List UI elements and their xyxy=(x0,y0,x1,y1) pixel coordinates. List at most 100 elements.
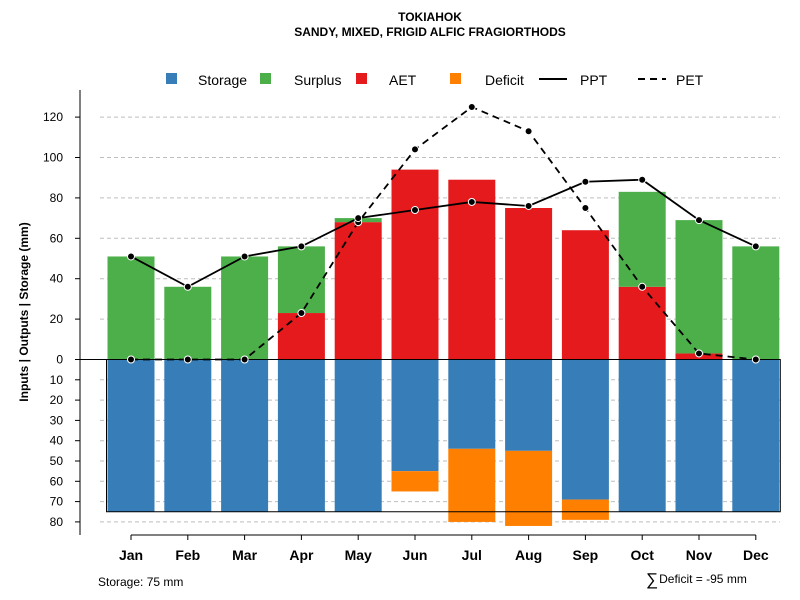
storage-bar xyxy=(107,359,155,512)
x-tick-label: Jul xyxy=(462,547,482,563)
y-tick-label-upper: 80 xyxy=(50,191,64,205)
y-tick-label-upper: 20 xyxy=(50,312,64,326)
aet-bar xyxy=(391,169,439,360)
deficit-bar xyxy=(391,471,439,492)
y-tick-label-lower: 60 xyxy=(50,474,64,488)
y-tick-label-lower: 40 xyxy=(50,434,64,448)
deficit-bar xyxy=(561,499,609,520)
x-tick-label: May xyxy=(345,547,372,563)
y-tick-label-lower: 50 xyxy=(50,454,64,468)
y-tick-label-upper: 40 xyxy=(50,272,64,286)
pet-point xyxy=(183,355,192,364)
pet-point xyxy=(751,355,760,364)
storage-bar xyxy=(448,359,496,449)
x-tick-label: Feb xyxy=(175,547,200,563)
y-tick-label-upper: 60 xyxy=(50,231,64,245)
legend-label: Deficit xyxy=(485,72,524,88)
pet-point xyxy=(581,204,590,212)
x-tick-label: Jan xyxy=(119,547,143,563)
aet-bar xyxy=(561,230,609,360)
ppt-point xyxy=(297,242,306,251)
surplus-bar xyxy=(107,256,155,360)
ppt-point xyxy=(581,177,590,186)
pet-point xyxy=(638,282,647,291)
legend-label: PET xyxy=(676,72,704,88)
surplus-bar xyxy=(277,246,325,314)
x-tick-label: Apr xyxy=(289,547,314,563)
legend-swatch xyxy=(166,73,177,84)
storage-bar xyxy=(618,359,666,512)
pet-point xyxy=(127,355,135,364)
pet-point xyxy=(695,349,703,358)
x-tick-label: Aug xyxy=(515,547,542,563)
storage-bar xyxy=(221,359,269,512)
y-tick-label-lower: 70 xyxy=(50,495,64,509)
storage-bar xyxy=(732,359,780,512)
aet-bar xyxy=(618,286,666,360)
y-tick-label-lower: 80 xyxy=(50,515,64,529)
ppt-point xyxy=(183,282,192,291)
ppt-point xyxy=(127,252,135,261)
deficit-total: Deficit = -95 mm xyxy=(659,572,747,586)
aet-bar xyxy=(448,179,496,360)
ppt-point xyxy=(695,216,703,225)
aet-bar xyxy=(334,222,382,360)
storage-bar xyxy=(561,359,609,500)
ppt-point xyxy=(467,197,476,206)
storage-bar xyxy=(164,359,212,512)
x-tick-label: Dec xyxy=(743,547,769,563)
deficit-bar xyxy=(448,448,496,522)
sigma-symbol: ∑ xyxy=(646,570,659,589)
chart-title: TOKIAHOK xyxy=(398,10,462,24)
storage-note: Storage: 75 mm xyxy=(98,575,184,589)
ppt-line xyxy=(130,178,757,288)
deficit-bar xyxy=(505,450,553,526)
legend-swatch xyxy=(450,73,461,84)
legend-label: AET xyxy=(389,72,417,88)
pet-point xyxy=(240,355,249,364)
y-tick-label-lower: 20 xyxy=(50,393,64,407)
x-tick-label: Mar xyxy=(232,547,257,563)
aet-bar xyxy=(277,313,325,360)
legend-label: PPT xyxy=(580,72,608,88)
storage-bar xyxy=(334,359,382,512)
x-tick-label: Oct xyxy=(631,547,655,563)
y-tick-label-upper: 120 xyxy=(43,110,63,124)
ppt-point xyxy=(638,175,647,184)
x-tick-label: Sep xyxy=(573,547,599,563)
storage-bar xyxy=(505,359,553,451)
pet-point xyxy=(467,103,476,111)
pet-point xyxy=(297,309,306,318)
pet-point xyxy=(524,127,533,136)
y-tick-label-lower: 10 xyxy=(50,373,64,387)
deficit-note: ∑Deficit = -95 mm xyxy=(646,570,747,590)
ppt-point xyxy=(354,214,363,223)
y-tick-label-lower: 30 xyxy=(50,413,64,427)
storage-bar xyxy=(391,359,439,472)
x-tick-label: Jun xyxy=(403,547,428,563)
storage-bar xyxy=(675,359,723,512)
surplus-bar xyxy=(675,220,723,354)
pet-line xyxy=(131,105,756,361)
pet-point xyxy=(411,145,419,154)
surplus-bar xyxy=(732,246,780,360)
ppt-point xyxy=(240,252,249,261)
ppt-point xyxy=(411,206,419,215)
storage-bar xyxy=(277,359,325,512)
y-tick-label-upper: 0 xyxy=(56,353,63,367)
chart-subtitle: SANDY, MIXED, FRIGID ALFIC FRAGIORTHODS xyxy=(294,25,566,39)
x-tick-label: Nov xyxy=(686,547,713,563)
ppt-point xyxy=(524,201,533,210)
legend-label: Storage xyxy=(198,72,247,88)
y-axis-label: Inputs | Outputs | Storage (mm) xyxy=(17,222,31,401)
y-tick-label-upper: 100 xyxy=(43,151,63,165)
legend-label: Surplus xyxy=(294,72,341,88)
surplus-bar xyxy=(221,256,269,360)
aet-bar xyxy=(505,208,553,360)
legend-swatch xyxy=(260,73,271,84)
surplus-bar xyxy=(618,191,666,287)
legend-swatch xyxy=(356,73,367,84)
surplus-bar xyxy=(164,286,212,360)
ppt-point xyxy=(751,242,760,251)
